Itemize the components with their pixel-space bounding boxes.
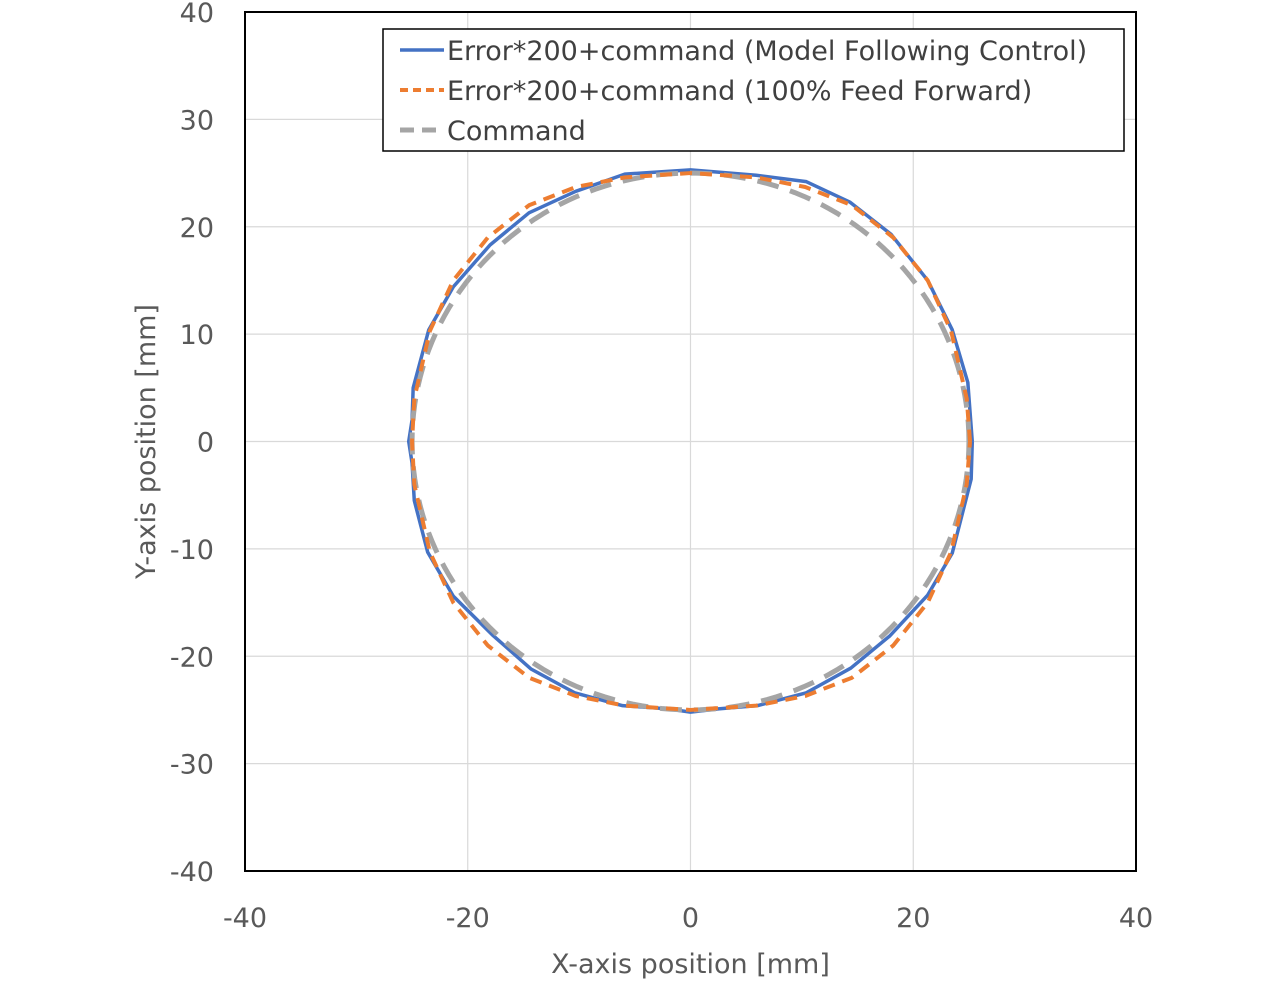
x-tick-label: 0 — [682, 903, 699, 934]
legend-label-1: Error*200+command (Model Following Contr… — [447, 36, 1087, 67]
x-tick-label: -20 — [446, 903, 490, 934]
x-axis-title: X-axis position [mm] — [551, 949, 830, 980]
series-line-2 — [410, 171, 973, 712]
legend-label-3: Command — [447, 116, 586, 147]
y-tick-label: 30 — [180, 105, 214, 136]
y-axis-title: Y-axis position [mm] — [131, 304, 162, 580]
x-tick-label: 20 — [896, 903, 930, 934]
tick-labels: -40 -20 0 20 40 -40 -30 -20 -10 0 10 20 30 40 — [170, 0, 1153, 934]
plot-area-border — [244, 11, 1137, 872]
x-tick-label: -40 — [223, 903, 267, 934]
y-tick-label: 40 — [180, 0, 214, 29]
y-tick-label: 20 — [180, 213, 214, 244]
y-tick-label: -30 — [170, 750, 214, 781]
legend-box — [382, 28, 1125, 152]
y-tick-label: -20 — [170, 642, 214, 673]
y-tick-label: -40 — [170, 857, 214, 888]
legend: Error*200+command (Model Following Contr… — [382, 28, 1125, 152]
x-tick-label: 40 — [1119, 903, 1153, 934]
y-tick-label: 0 — [197, 428, 214, 459]
legend-label-2: Error*200+command (100% Feed Forward) — [447, 76, 1032, 107]
y-tick-label: 10 — [180, 320, 214, 351]
y-tick-label: -10 — [170, 535, 214, 566]
series-group — [406, 168, 975, 714]
